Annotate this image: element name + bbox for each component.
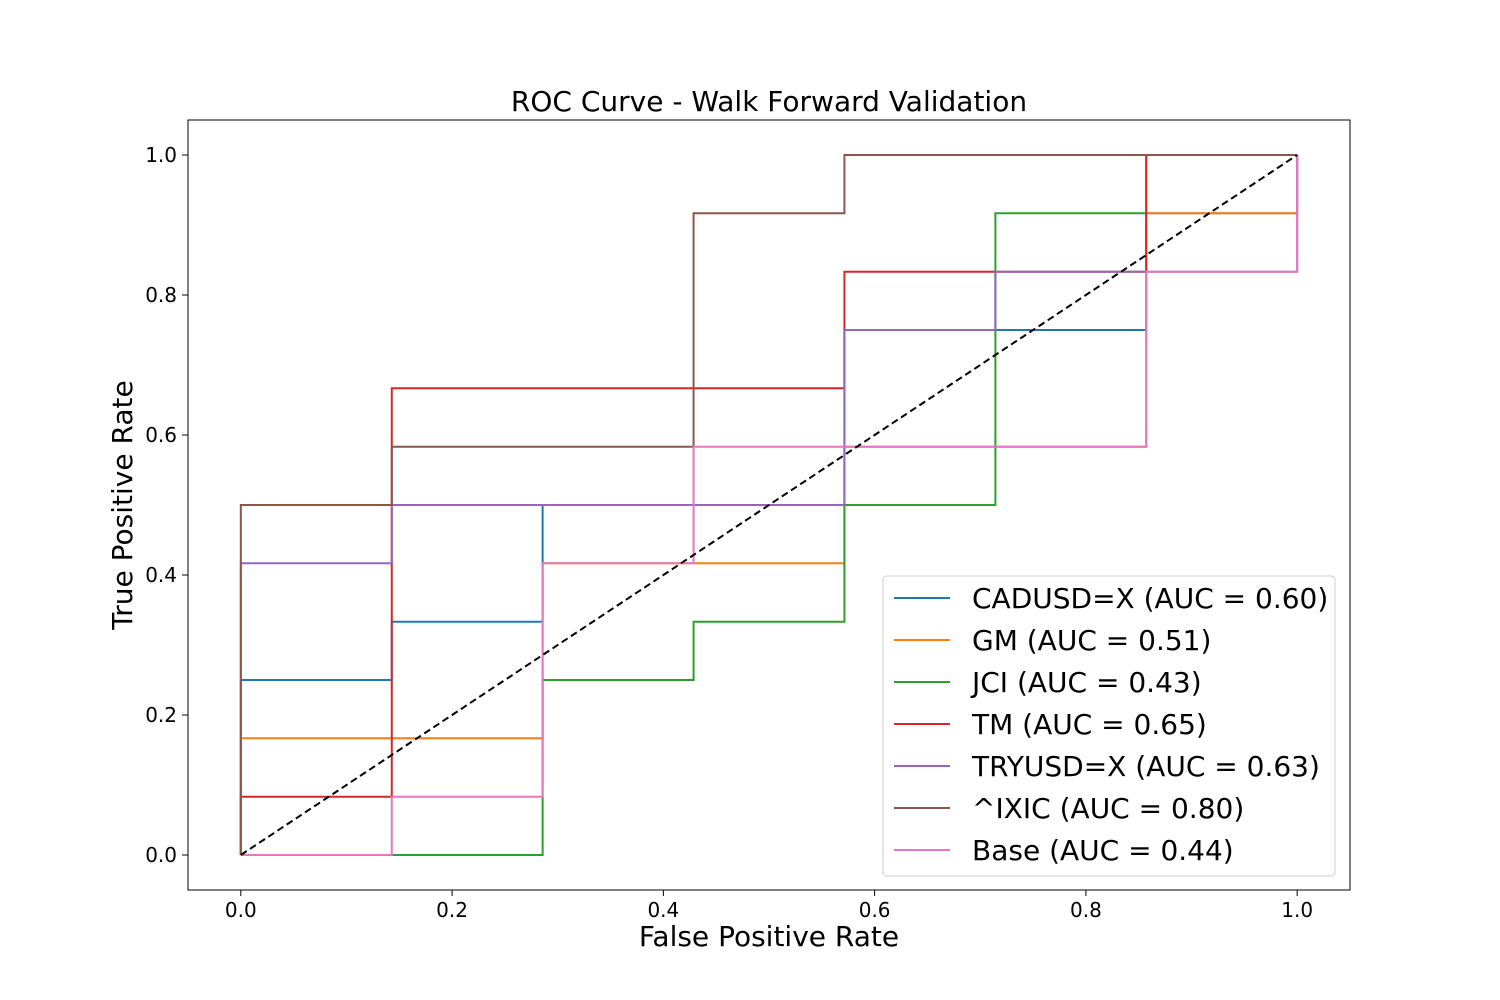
y-tick-label: 0.8 <box>145 283 177 307</box>
legend-entry-2: JCI (AUC = 0.43) <box>970 666 1202 699</box>
chart-title: ROC Curve - Walk Forward Validation <box>511 85 1027 118</box>
legend-entry-0: CADUSD=X (AUC = 0.60) <box>972 582 1328 615</box>
x-tick-label: 0.8 <box>1070 898 1102 922</box>
series-line-6 <box>240 155 1299 856</box>
legend-entry-1: GM (AUC = 0.51) <box>972 624 1211 657</box>
legend-entry-3: TM (AUC = 0.65) <box>971 708 1207 741</box>
plot-area <box>239 154 1299 856</box>
legend-entry-6: Base (AUC = 0.44) <box>972 834 1234 867</box>
x-tick-label: 0.2 <box>436 898 468 922</box>
legend-entry-5: ^IXIC (AUC = 0.80) <box>972 792 1244 825</box>
x-axis: 0.0 0.2 0.4 0.6 0.8 1.0 <box>225 890 1313 922</box>
x-axis-title: False Positive Rate <box>639 920 899 953</box>
y-tick-label: 0.0 <box>145 843 177 867</box>
legend: CADUSD=X (AUC = 0.60) GM (AUC = 0.51) JCI … <box>882 575 1336 877</box>
y-tick-label: 0.6 <box>145 423 177 447</box>
legend-entry-4: TRYUSD=X (AUC = 0.63) <box>971 750 1320 783</box>
x-tick-label: 0.6 <box>859 898 891 922</box>
plot-frame <box>187 119 1351 891</box>
y-axis-title: True Positive Rate <box>106 380 139 630</box>
x-tick-label: 0.0 <box>225 898 257 922</box>
x-tick-label: 1.0 <box>1281 898 1313 922</box>
y-axis: 0.0 0.2 0.4 0.6 0.8 1.0 <box>145 143 188 867</box>
diagonal-reference-line <box>240 154 1298 856</box>
y-tick-label: 0.2 <box>145 703 177 727</box>
legend-box <box>882 575 1336 877</box>
y-tick-label: 0.4 <box>145 563 177 587</box>
x-tick-label: 0.4 <box>647 898 679 922</box>
y-tick-label: 1.0 <box>145 143 177 167</box>
